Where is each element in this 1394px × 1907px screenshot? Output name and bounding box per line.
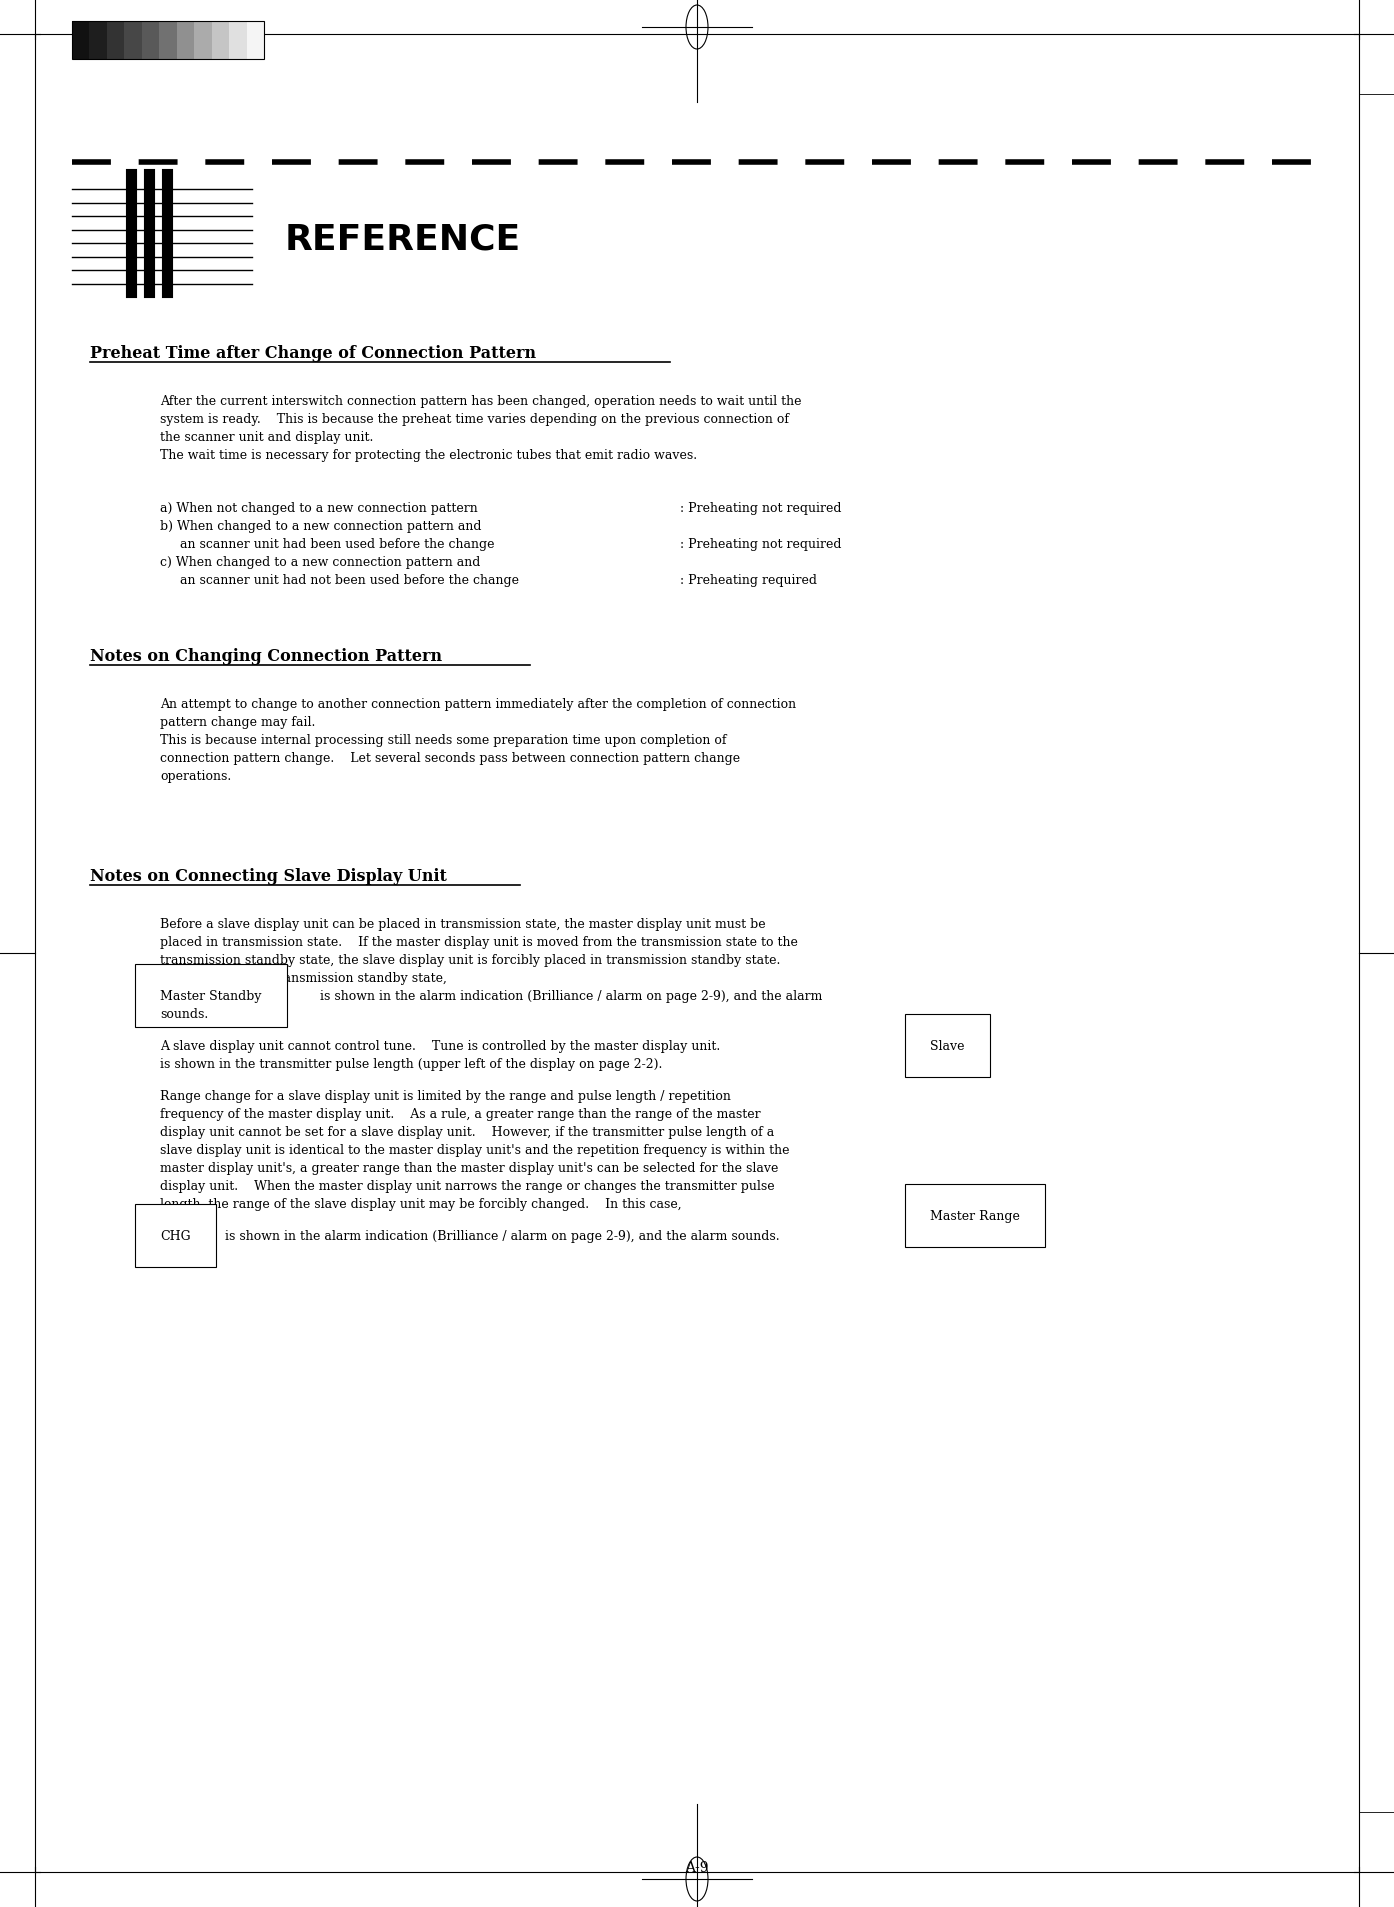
Text: Master Standby: Master Standby <box>160 990 262 1003</box>
Text: connection pattern change.    Let several seconds pass between connection patter: connection pattern change. Let several s… <box>160 751 740 765</box>
Text: display unit cannot be set for a slave display unit.    However, if the transmit: display unit cannot be set for a slave d… <box>160 1125 774 1138</box>
Text: display unit.    When the master display unit narrows the range or changes the t: display unit. When the master display un… <box>160 1179 775 1192</box>
Text: pattern change may fail.: pattern change may fail. <box>160 715 315 728</box>
Bar <box>142 23 159 59</box>
Text: frequency of the master display unit.    As a rule, a greater range than the ran: frequency of the master display unit. As… <box>160 1108 761 1121</box>
Text: b) When changed to a new connection pattern and: b) When changed to a new connection patt… <box>160 521 481 532</box>
Bar <box>212 23 229 59</box>
Text: : Preheating required: : Preheating required <box>680 574 817 587</box>
Bar <box>229 23 247 59</box>
Bar <box>107 23 124 59</box>
Text: master display unit's, a greater range than the master display unit's can be sel: master display unit's, a greater range t… <box>160 1161 778 1175</box>
Bar <box>124 23 142 59</box>
Text: operations.: operations. <box>160 770 231 782</box>
Text: : Preheating not required: : Preheating not required <box>680 502 842 515</box>
Text: CHG: CHG <box>160 1230 191 1241</box>
Text: Master Range: Master Range <box>930 1209 1020 1222</box>
Text: A slave display unit cannot control tune.    Tune is controlled by the master di: A slave display unit cannot control tune… <box>160 1039 721 1053</box>
Bar <box>72 23 263 59</box>
Text: Notes on Changing Connection Pattern: Notes on Changing Connection Pattern <box>91 648 442 666</box>
Text: system is ready.    This is because the preheat time varies depending on the pre: system is ready. This is because the pre… <box>160 412 789 425</box>
Text: slave display unit is identical to the master display unit's and the repetition : slave display unit is identical to the m… <box>160 1144 789 1156</box>
Bar <box>194 23 212 59</box>
Text: After the current interswitch connection pattern has been changed, operation nee: After the current interswitch connection… <box>160 395 802 408</box>
Text: A-9: A-9 <box>686 1859 708 1875</box>
Text: the scanner unit and display unit.: the scanner unit and display unit. <box>160 431 374 444</box>
Text: placed in transmission state.    If the master display unit is moved from the tr: placed in transmission state. If the mas… <box>160 936 797 948</box>
Text: sounds.: sounds. <box>160 1007 208 1020</box>
Text: is shown in the alarm indication (Brilliance / alarm on page 2-9), and the alarm: is shown in the alarm indication (Brilli… <box>224 1230 779 1241</box>
Text: This is because internal processing still needs some preparation time upon compl: This is because internal processing stil… <box>160 734 726 748</box>
Bar <box>159 23 177 59</box>
Text: : Preheating not required: : Preheating not required <box>680 538 842 551</box>
Bar <box>89 23 107 59</box>
Text: Notes on Connecting Slave Display Unit: Notes on Connecting Slave Display Unit <box>91 868 447 885</box>
Text: An attempt to change to another connection pattern immediately after the complet: An attempt to change to another connecti… <box>160 698 796 711</box>
Text: The wait time is necessary for protecting the electronic tubes that emit radio w: The wait time is necessary for protectin… <box>160 448 697 461</box>
Text: Slave: Slave <box>930 1039 965 1053</box>
Text: an scanner unit had not been used before the change: an scanner unit had not been used before… <box>160 574 519 587</box>
Text: a) When not changed to a new connection pattern: a) When not changed to a new connection … <box>160 502 478 515</box>
Text: REFERENCE: REFERENCE <box>284 223 521 257</box>
Text: is shown in the alarm indication (Brilliance / alarm on page 2-9), and the alarm: is shown in the alarm indication (Brilli… <box>321 990 822 1003</box>
Bar <box>247 23 263 59</box>
Bar <box>72 23 89 59</box>
Text: Preheat Time after Change of Connection Pattern: Preheat Time after Change of Connection … <box>91 345 537 362</box>
Bar <box>177 23 194 59</box>
Text: an scanner unit had been used before the change: an scanner unit had been used before the… <box>160 538 495 551</box>
Text: Before a slave display unit can be placed in transmission state, the master disp: Before a slave display unit can be place… <box>160 917 765 931</box>
Text: length, the range of the slave display unit may be forcibly changed.    In this : length, the range of the slave display u… <box>160 1198 682 1211</box>
Text: is shown in the transmitter pulse length (upper left of the display on page 2-2): is shown in the transmitter pulse length… <box>160 1058 662 1070</box>
Text: c) When changed to a new connection pattern and: c) When changed to a new connection patt… <box>160 555 481 568</box>
Text: When they are in transmission standby state,: When they are in transmission standby st… <box>160 971 447 984</box>
Text: Range change for a slave display unit is limited by the range and pulse length /: Range change for a slave display unit is… <box>160 1089 730 1102</box>
Text: transmission standby state, the slave display unit is forcibly placed in transmi: transmission standby state, the slave di… <box>160 954 781 967</box>
